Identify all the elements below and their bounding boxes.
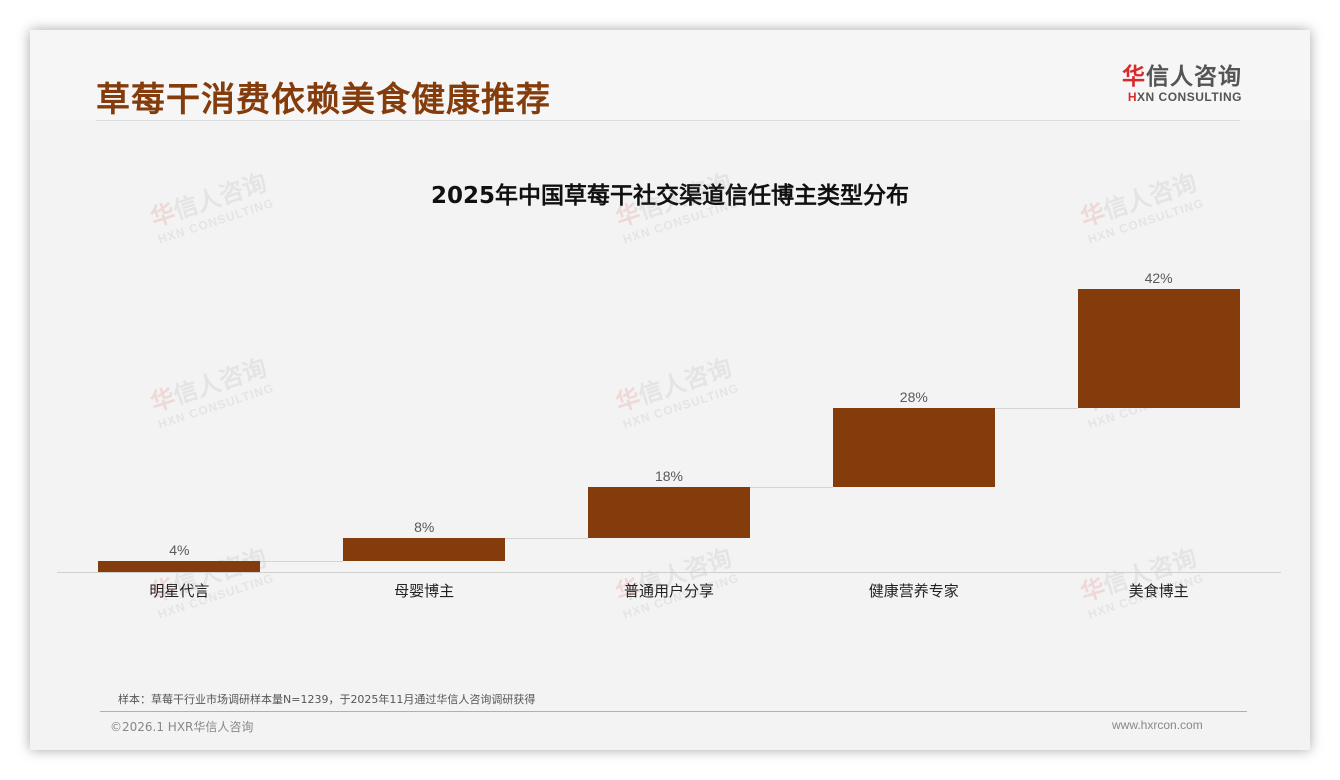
footer-divider bbox=[100, 711, 1247, 712]
waterfall-bar bbox=[832, 407, 995, 488]
connector-line bbox=[750, 487, 833, 489]
header-band bbox=[30, 30, 1310, 120]
connector-line bbox=[994, 407, 1078, 409]
logo-en-accent: H bbox=[1127, 90, 1138, 104]
waterfall-bar bbox=[588, 487, 750, 539]
data-label: 28% bbox=[899, 388, 928, 405]
website-link[interactable]: www.hxrcon.com bbox=[1112, 718, 1203, 732]
header-divider bbox=[96, 120, 1240, 121]
logo-cn-accent: 华 bbox=[1122, 64, 1146, 90]
brand-logo: 华信人咨询 HXN CONSULTING bbox=[1112, 64, 1242, 104]
data-label: 8% bbox=[414, 519, 435, 536]
category-label: 健康营养专家 bbox=[868, 582, 959, 600]
sample-footnote: 样本：草莓干行业市场调研样本量N=1239，于2025年11月通过华信人咨询调研… bbox=[118, 693, 536, 706]
logo-cn: 华信人咨询 bbox=[1112, 64, 1242, 90]
logo-en-text: XN CONSULTING bbox=[1137, 90, 1242, 104]
data-label: 42% bbox=[1144, 270, 1173, 286]
logo-en: HXN CONSULTING bbox=[1112, 90, 1242, 104]
x-axis-line bbox=[57, 572, 1281, 573]
page-title: 草莓干消费依赖美食健康推荐 bbox=[96, 80, 551, 120]
connector-line bbox=[505, 538, 588, 540]
category-label: 普通用户分享 bbox=[623, 582, 714, 600]
category-label: 美食博主 bbox=[1128, 582, 1189, 600]
logo-cn-text: 信人咨询 bbox=[1146, 64, 1242, 90]
category-label: 母婴博主 bbox=[394, 582, 455, 600]
data-label: 4% bbox=[169, 541, 190, 558]
waterfall-bar bbox=[1077, 289, 1240, 408]
data-label: 18% bbox=[654, 468, 684, 485]
waterfall-chart: 4% 明星代言 8% 母婴博主 18% 普通用户分享 28% 健康营养专家 42% 美食博主 bbox=[57, 260, 1281, 602]
connector-line bbox=[260, 560, 344, 562]
slide: 草莓干消费依赖美食健康推荐 华信人咨询 HXN CONSULTING 2025年… bbox=[30, 30, 1310, 750]
waterfall-bar bbox=[343, 538, 506, 561]
chart-title: 2025年中国草莓干社交渠道信任博主类型分布 bbox=[430, 183, 909, 209]
category-label: 明星代言 bbox=[149, 582, 210, 600]
copyright: ©2026.1 HXR华信人咨询 bbox=[110, 720, 254, 734]
waterfall-bar bbox=[98, 560, 261, 572]
